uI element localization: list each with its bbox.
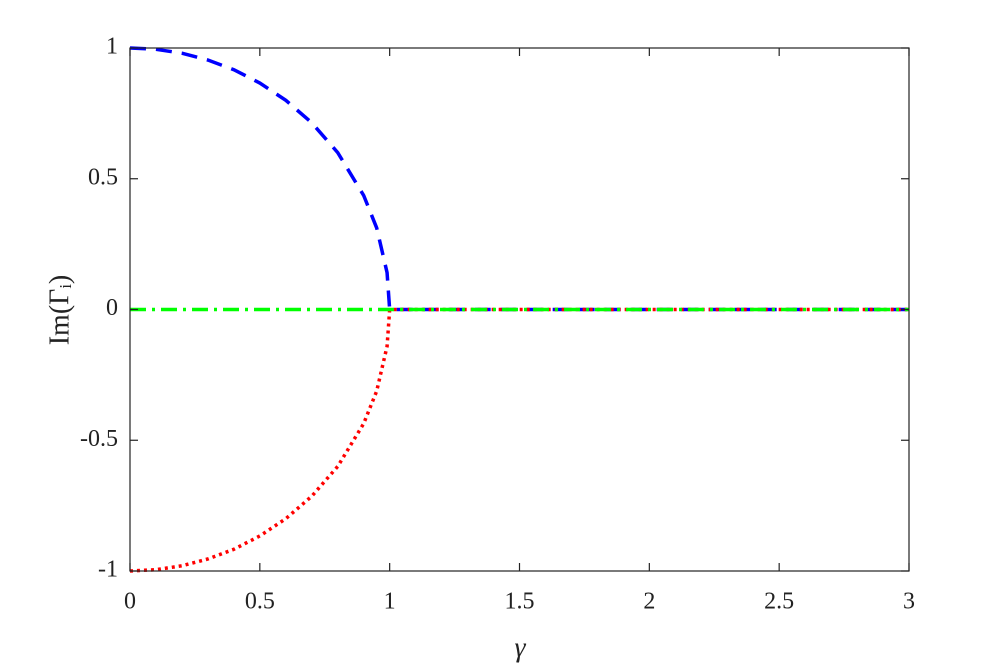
x-tick-label: 0.5 bbox=[245, 589, 275, 615]
y-axis-label: Im(Γᵢ) bbox=[44, 275, 75, 346]
data-line bbox=[129, 307, 909, 573]
x-tick-label: 2.5 bbox=[764, 589, 794, 615]
x-tick-label: 1 bbox=[384, 589, 396, 615]
y-tick-label: 0.5 bbox=[88, 164, 118, 190]
x-axis-label: γ bbox=[514, 632, 526, 663]
x-tick-label: 3 bbox=[903, 589, 915, 615]
y-tick-label: 0 bbox=[106, 295, 118, 321]
y-tick-label: -0.5 bbox=[80, 426, 118, 452]
y-tick-label: 1 bbox=[106, 34, 118, 60]
x-tick-label: 2 bbox=[643, 589, 655, 615]
y-tick-label: -1 bbox=[98, 557, 118, 583]
x-tick-label: 0 bbox=[124, 589, 136, 615]
x-tick-label: 1.5 bbox=[505, 589, 535, 615]
